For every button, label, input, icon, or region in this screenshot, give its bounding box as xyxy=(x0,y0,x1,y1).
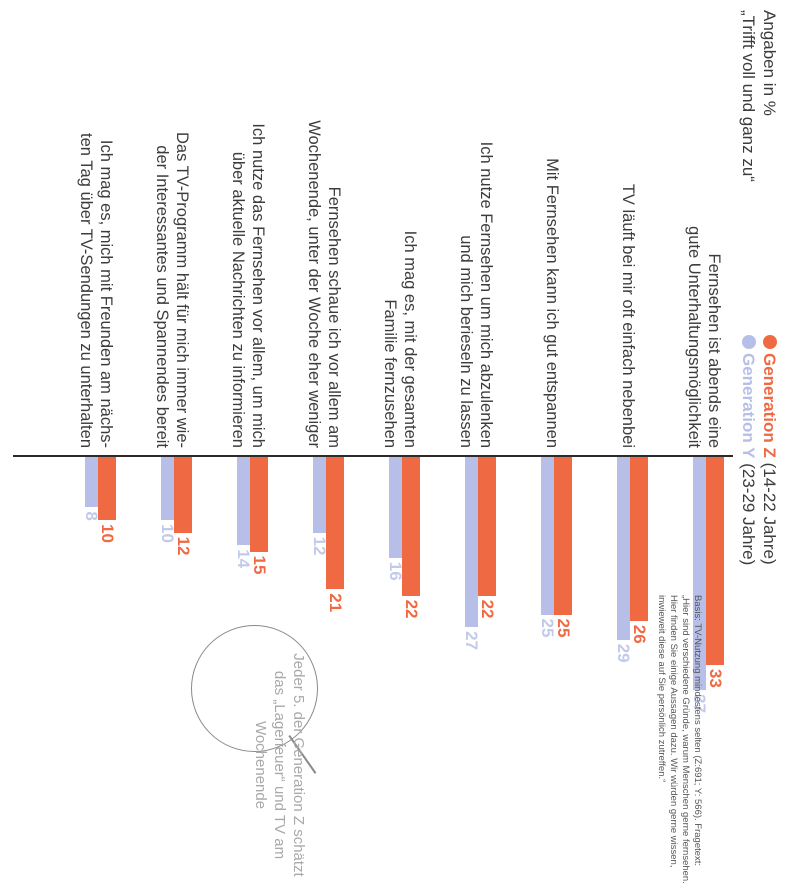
bar-gen-y xyxy=(389,457,402,558)
category-label-line: Mit Fernsehen kann ich gut entspannen xyxy=(543,158,561,448)
category-label: Ich mag es, mich mit Freunden am nächs-t… xyxy=(74,0,118,448)
chart-header: Angaben in % „Trifft voll und ganz zu“ xyxy=(738,10,780,182)
answer-note: „Trifft voll und ganz zu“ xyxy=(739,10,758,182)
category-label-line: Wochenende, unter der Woche eher weniger xyxy=(305,120,323,448)
category-label: Fernsehen schaue ich vor allem am Wochene… xyxy=(302,0,346,448)
bar-gen-z xyxy=(554,457,572,615)
category-label: Ich mag es, mit der gesamten Familie fern… xyxy=(378,0,422,448)
bar-gen-z xyxy=(630,457,648,621)
gen-y-dot-icon xyxy=(742,335,756,349)
value-label-gen-z: 22 xyxy=(402,599,421,619)
basis-note: Basis: TV-Nutzung mindestens selten (Z:6… xyxy=(656,595,703,884)
unit-note: Angaben in % xyxy=(760,10,779,116)
category-label-line: Ich mag es, mit der gesamten xyxy=(401,230,419,448)
value-label-gen-y: 8 xyxy=(82,511,101,521)
category-label: TV läuft bei mir oft einfach nebenbei xyxy=(606,0,650,448)
bar-gen-y xyxy=(541,457,554,615)
category-label-line: Ich nutze Fernsehen um mich abzulenken xyxy=(477,141,495,448)
bar-gen-y xyxy=(237,457,250,546)
callout-text: Jeder 5. der Generation Z schätzt das „L… xyxy=(252,653,307,877)
category-label: Fernsehen ist abends eine gute Unterhaltu… xyxy=(682,0,726,448)
bar-gen-y xyxy=(313,457,326,533)
category-label-line: Familie fernzusehen xyxy=(381,299,399,448)
category-label: Das TV-Programm hält für mich immer wie-… xyxy=(150,0,194,448)
bar-gen-z xyxy=(250,457,268,552)
legend-gen-y: Generation Y (23-29 Jahre) xyxy=(738,335,759,565)
category-label: Ich nutze Fernsehen um mich abzulenken un… xyxy=(454,0,498,448)
category-label-line: Ich mag es, mich mit Freunden am nächs- xyxy=(97,139,115,448)
value-label-gen-y: 27 xyxy=(462,631,481,651)
bar-gen-z xyxy=(706,457,724,665)
value-label-gen-y: 10 xyxy=(158,524,177,543)
value-label-gen-z: 33 xyxy=(706,668,725,688)
legend-gen-y-name: Generation Y xyxy=(739,353,758,459)
value-label-gen-z: 21 xyxy=(326,593,345,613)
value-label-gen-z: 26 xyxy=(630,624,649,644)
value-label-gen-y: 29 xyxy=(614,643,633,663)
category-label-line: Ich nutze das Fernsehen vor allem, um mi… xyxy=(249,123,267,448)
value-label-gen-y: 14 xyxy=(234,549,253,569)
category-label-line: Das TV-Programm hält für mich immer wie- xyxy=(173,131,191,448)
value-label-gen-z: 22 xyxy=(478,599,497,619)
category-label-line: Fernsehen schaue ich vor allem am xyxy=(325,186,343,448)
legend: Generation Z (14-22 Jahre) Generation Y … xyxy=(738,335,780,565)
legend-gen-y-range: (23-29 Jahre) xyxy=(739,463,758,566)
legend-gen-z-name: Generation Z xyxy=(760,353,779,458)
category-label-line: TV läuft bei mir oft einfach nebenbei xyxy=(619,183,637,448)
value-label-gen-y: 12 xyxy=(310,536,329,556)
value-label-gen-y: 25 xyxy=(538,618,557,638)
category-label-line: ten Tag über TV-Sendungen zu unterhalten xyxy=(77,133,95,448)
legend-gen-z-range: (14-22 Jahre) xyxy=(760,462,779,565)
bar-gen-y xyxy=(85,457,98,508)
category-label-line: über aktuelle Nachrichten zu informieren xyxy=(229,151,247,448)
category-label-line: der Interessantes und Spannendes bereit xyxy=(153,145,171,448)
category-label-line: und mich berieseln zu lassen xyxy=(457,235,475,448)
bar-gen-z xyxy=(174,457,192,533)
category-label-line: Fernsehen ist abends eine xyxy=(705,253,723,448)
category-label: Mit Fernsehen kann ich gut entspannen xyxy=(530,0,574,448)
category-label-line: gute Unterhaltungsmöglichkeit xyxy=(685,226,703,448)
bar-gen-z xyxy=(478,457,496,596)
bar-gen-y xyxy=(161,457,174,520)
bar-gen-y xyxy=(617,457,630,640)
legend-gen-z: Generation Z (14-22 Jahre) xyxy=(759,335,780,565)
value-label-gen-y: 16 xyxy=(386,561,405,581)
category-label: Ich nutze das Fernsehen vor allem, um mi… xyxy=(226,0,270,448)
gen-z-dot-icon xyxy=(763,335,777,349)
bar-gen-z xyxy=(326,457,344,590)
value-label-gen-z: 10 xyxy=(98,524,117,543)
